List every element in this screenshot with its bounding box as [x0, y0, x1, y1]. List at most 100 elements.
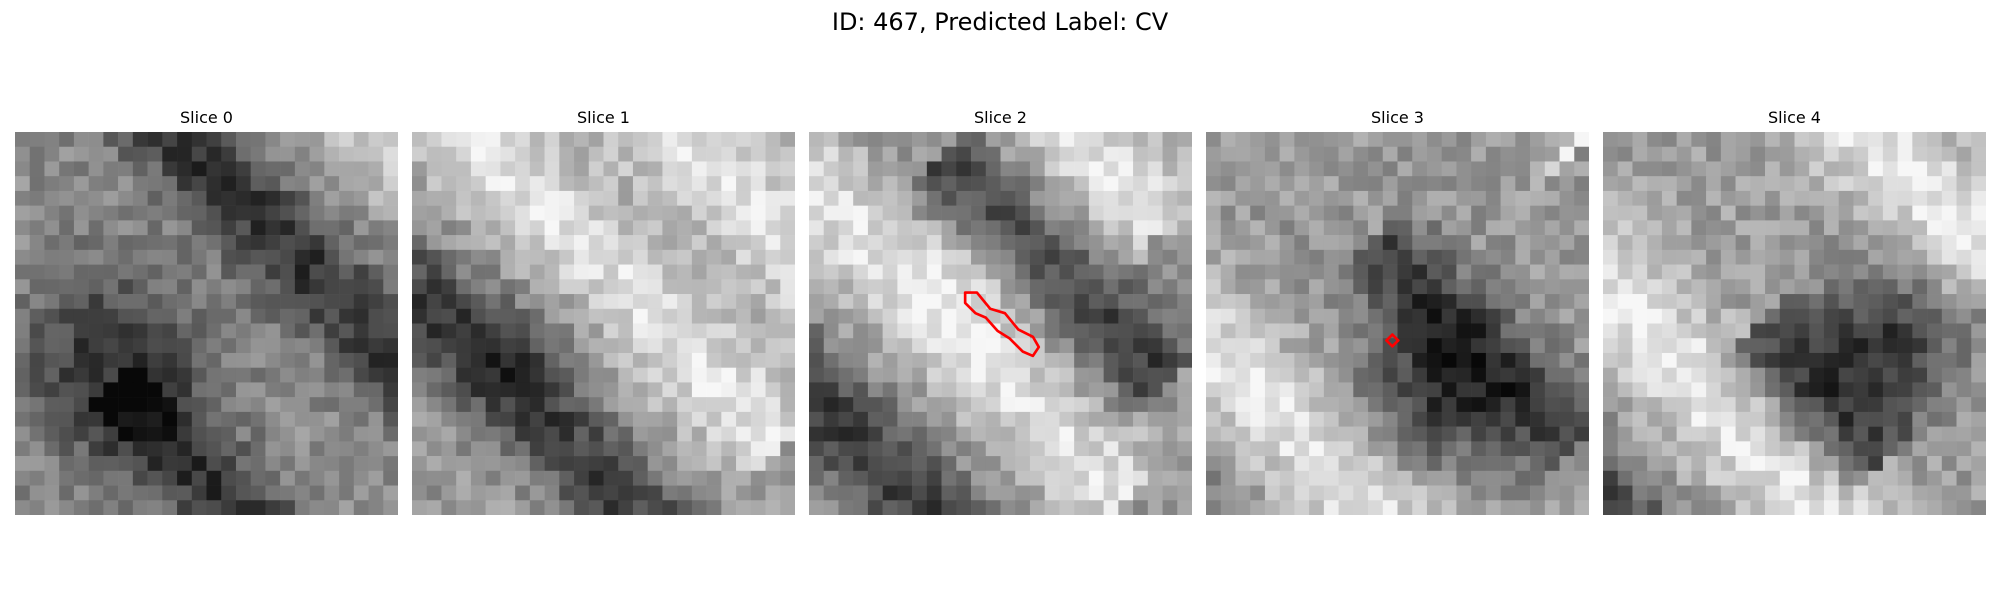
image-pixel: [677, 235, 693, 251]
image-pixel: [500, 220, 516, 236]
image-pixel: [1574, 367, 1589, 383]
image-pixel: [221, 338, 237, 354]
image-pixel: [1691, 308, 1707, 324]
image-pixel: [867, 367, 883, 383]
image-pixel: [603, 352, 619, 368]
image-pixel: [691, 146, 707, 162]
image-pixel: [1456, 352, 1472, 368]
image-pixel: [1544, 205, 1560, 221]
image-pixel: [1279, 411, 1295, 427]
image-pixel: [588, 411, 604, 427]
image-pixel: [1823, 146, 1839, 162]
image-pixel: [882, 264, 898, 280]
image-pixel: [485, 220, 501, 236]
image-pixel: [29, 176, 45, 192]
image-pixel: [309, 132, 325, 148]
image-pixel: [1853, 426, 1869, 442]
image-pixel: [1720, 190, 1736, 206]
image-pixel: [1177, 190, 1192, 206]
image-pixel: [426, 205, 442, 221]
image-pixel: [456, 146, 472, 162]
image-pixel: [677, 411, 693, 427]
image-pixel: [280, 205, 296, 221]
image-pixel: [44, 161, 60, 177]
image-pixel: [1779, 161, 1795, 177]
image-pixel: [1868, 411, 1884, 427]
image-pixel: [485, 190, 501, 206]
image-pixel: [1279, 308, 1295, 324]
image-pixel: [426, 279, 442, 295]
image-pixel: [1294, 146, 1310, 162]
image-pixel: [1632, 426, 1648, 442]
image-pixel: [956, 382, 972, 398]
image-pixel: [1397, 190, 1413, 206]
image-pixel: [691, 411, 707, 427]
image-pixel: [853, 220, 869, 236]
image-pixel: [1353, 220, 1369, 236]
image-pixel: [368, 367, 384, 383]
image-pixel: [1279, 323, 1295, 339]
image-pixel: [1074, 220, 1090, 236]
image-pixel: [1559, 205, 1575, 221]
image-pixel: [1882, 397, 1898, 413]
image-pixel: [1676, 500, 1692, 515]
image-pixel: [823, 190, 839, 206]
image-pixel: [250, 352, 266, 368]
image-pixel: [147, 205, 163, 221]
image-pixel: [1882, 338, 1898, 354]
image-pixel: [1177, 132, 1192, 148]
image-pixel: [1809, 338, 1825, 354]
image-pixel: [1750, 411, 1766, 427]
image-pixel: [1941, 279, 1957, 295]
image-pixel: [823, 456, 839, 472]
image-pixel: [1706, 470, 1722, 486]
image-pixel: [1691, 426, 1707, 442]
image-pixel: [294, 132, 310, 148]
image-pixel: [412, 352, 428, 368]
image-pixel: [529, 294, 545, 310]
image-pixel: [1868, 279, 1884, 295]
image-pixel: [309, 426, 325, 442]
image-pixel: [280, 441, 296, 457]
image-pixel: [750, 411, 766, 427]
image-pixel: [941, 485, 957, 501]
image-pixel: [426, 382, 442, 398]
image-pixel: [147, 500, 163, 515]
image-pixel: [780, 190, 795, 206]
image-pixel: [853, 279, 869, 295]
image-pixel: [412, 441, 428, 457]
image-pixel: [750, 146, 766, 162]
image-pixel: [206, 220, 222, 236]
image-pixel: [529, 190, 545, 206]
image-pixel: [956, 235, 972, 251]
image-pixel: [250, 382, 266, 398]
image-pixel: [118, 190, 134, 206]
image-pixel: [15, 456, 31, 472]
image-pixel: [603, 161, 619, 177]
image-pixel: [1029, 176, 1045, 192]
image-pixel: [780, 161, 795, 177]
image-pixel: [515, 441, 531, 457]
image-pixel: [1250, 190, 1266, 206]
image-pixel: [1574, 426, 1589, 442]
image-pixel: [515, 249, 531, 265]
image-pixel: [677, 338, 693, 354]
image-pixel: [632, 294, 648, 310]
image-pixel: [588, 338, 604, 354]
image-pixel: [1456, 279, 1472, 295]
image-pixel: [765, 249, 781, 265]
image-pixel: [912, 308, 928, 324]
image-pixel: [59, 382, 75, 398]
image-pixel: [73, 338, 89, 354]
image-pixel: [1530, 338, 1546, 354]
image-pixel: [912, 176, 928, 192]
image-pixel: [632, 264, 648, 280]
image-pixel: [1735, 264, 1751, 280]
image-pixel: [1264, 323, 1280, 339]
image-pixel: [574, 161, 590, 177]
image-pixel: [1368, 205, 1384, 221]
image-pixel: [1220, 146, 1236, 162]
image-pixel: [324, 470, 340, 486]
image-pixel: [971, 323, 987, 339]
image-pixel: [1971, 161, 1986, 177]
